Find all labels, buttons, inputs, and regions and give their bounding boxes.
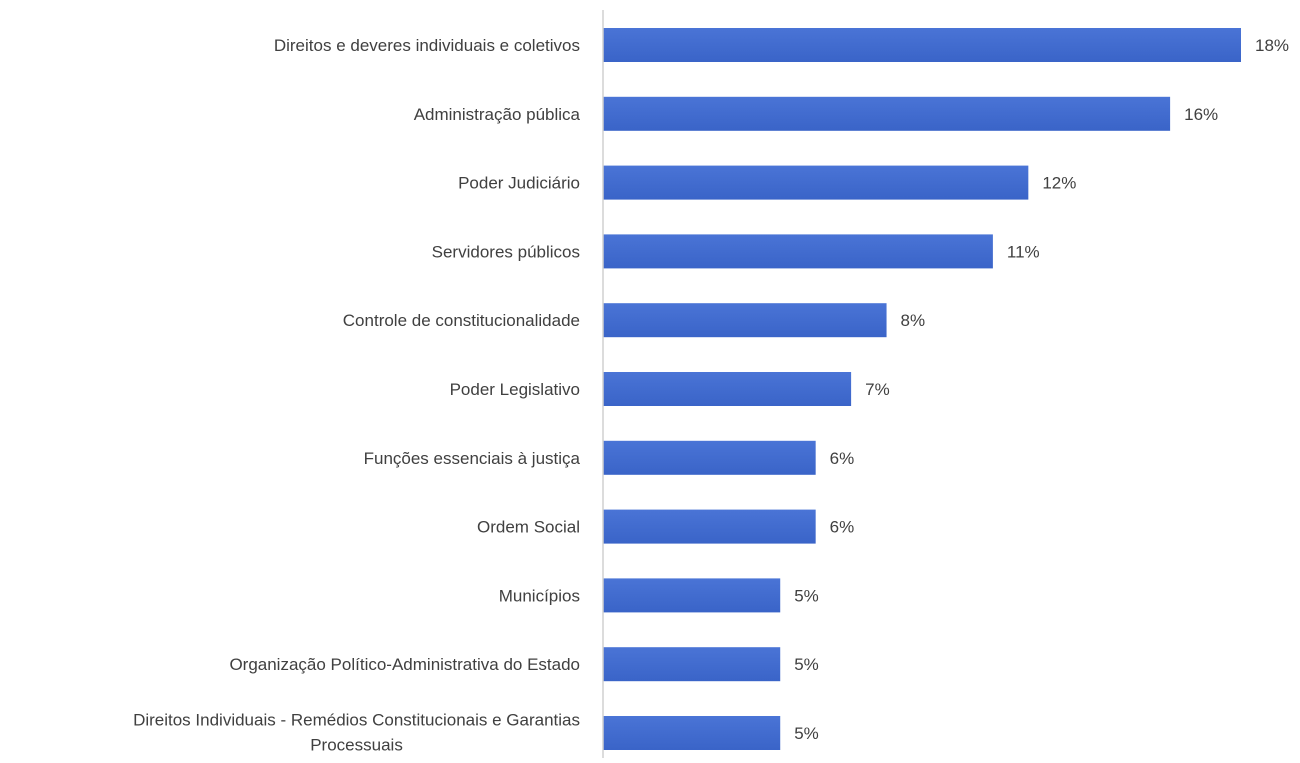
data-label: 11% <box>1007 242 1040 261</box>
category-label: Controle de constitucionalidade <box>343 311 580 330</box>
category-label: Direitos e deveres individuais e coletiv… <box>274 36 580 55</box>
bar <box>603 28 1241 62</box>
category-label: Poder Judiciário <box>458 174 580 193</box>
data-label: 16% <box>1184 105 1218 124</box>
data-label: 12% <box>1042 174 1076 193</box>
bars-layer <box>603 28 1241 750</box>
category-label: Municípios <box>499 586 580 605</box>
category-label: Ordem Social <box>477 518 580 537</box>
category-label: Direitos Individuais - Remédios Constitu… <box>133 711 580 755</box>
bar <box>603 303 887 338</box>
category-label-line: Direitos Individuais - Remédios Constitu… <box>133 711 580 730</box>
data-label: 5% <box>794 655 819 674</box>
category-label-line: Processuais <box>310 736 403 755</box>
bar <box>603 716 781 750</box>
data-label: 7% <box>865 380 890 399</box>
bar <box>603 509 816 544</box>
category-label: Servidores públicos <box>432 242 580 261</box>
bar <box>603 234 993 269</box>
data-label: 18% <box>1255 36 1289 55</box>
bar <box>603 647 781 682</box>
bar <box>603 165 1029 200</box>
data-labels-layer: 18% 16% 12% 11% 8% 7% 6% 6% 5% 5% 5% <box>794 36 1289 743</box>
bar <box>603 372 852 406</box>
category-label: Poder Legislativo <box>450 380 580 399</box>
bar <box>603 96 1171 131</box>
data-label: 6% <box>830 518 855 537</box>
data-label: 8% <box>901 311 926 330</box>
bar <box>603 578 781 613</box>
data-label: 5% <box>794 586 819 605</box>
category-labels-layer: Direitos e deveres individuais e coletiv… <box>133 36 580 755</box>
category-label: Organização Político-Administrativa do E… <box>229 655 580 674</box>
data-label: 5% <box>794 724 819 743</box>
data-label: 6% <box>830 449 855 468</box>
category-label: Funções essenciais à justiça <box>364 449 581 468</box>
bar <box>603 440 816 475</box>
category-label: Administração pública <box>414 105 581 124</box>
